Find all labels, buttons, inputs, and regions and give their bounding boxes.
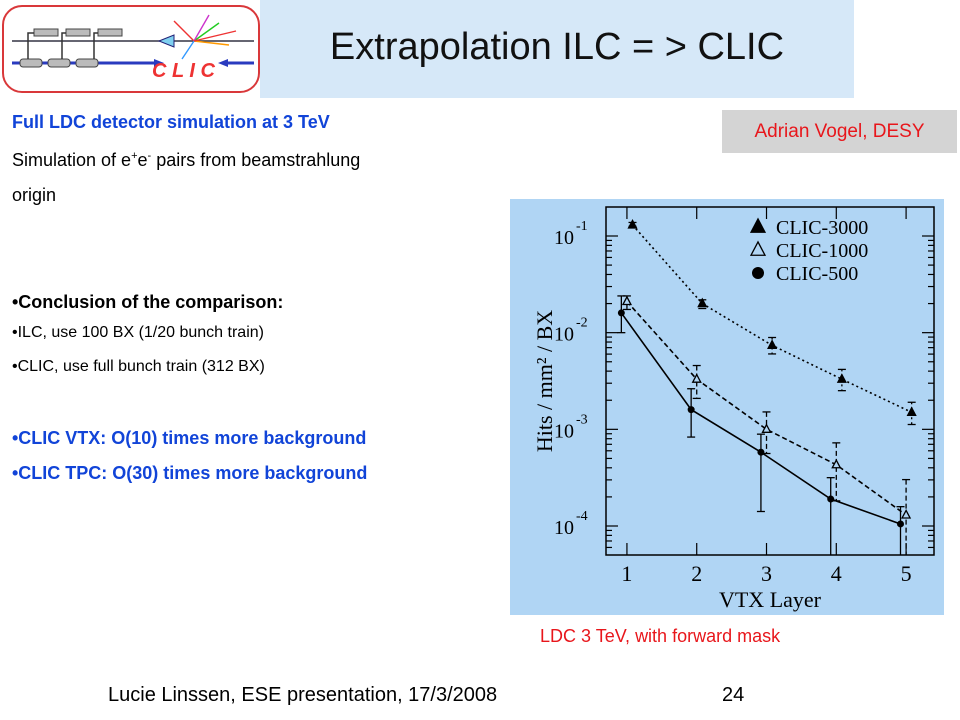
- series-line-clic-3000: [631, 224, 913, 414]
- footer-text: Lucie Linssen, ESE presentation, 17/3/20…: [108, 684, 498, 706]
- data-point-clic-3000: [836, 373, 847, 383]
- data-point-clic-1000: [901, 508, 912, 519]
- y-tick-label-base: 10: [554, 420, 574, 442]
- description-part-1: Simulation of e: [12, 150, 132, 170]
- x-tick-label: 2: [691, 561, 702, 586]
- data-point-clic-500: [827, 495, 835, 503]
- plot-frame: [605, 206, 935, 556]
- data-point-clic-1000: [691, 373, 702, 383]
- bullet-ilc: •ILC, use 100 BX (1/20 bunch train): [12, 324, 264, 341]
- clic-logo-text: C L I C: [152, 60, 216, 82]
- series-line-clic-1000: [626, 300, 907, 516]
- bullet-vtx: •CLIC VTX: O(10) times more background: [12, 428, 367, 448]
- data-point-clic-500: [687, 406, 695, 414]
- chart-panel: 10 -1 10 -2 10 -3 10 -4 1 2 3 4 5 VTX Layer Hits / mm²…: [510, 199, 944, 615]
- y-tick-label-base: 10: [554, 227, 574, 249]
- x-axis-label: VTX Layer: [719, 587, 822, 612]
- page-number: 24: [722, 684, 745, 706]
- data-point-clic-500: [757, 448, 765, 456]
- subtitle-line: Full LDC detector simulation at 3 TeV: [12, 112, 330, 132]
- legend-label-clic-500: CLIC-500: [776, 263, 858, 285]
- y-tick-label-exponent: -1: [576, 219, 588, 234]
- legend-label-clic-3000: CLIC-3000: [776, 217, 868, 239]
- description-line-2: origin: [12, 185, 57, 205]
- x-tick-label: 5: [901, 561, 912, 586]
- clic-logo: C L I C: [2, 5, 260, 93]
- y-tick-label-base: 10: [554, 324, 574, 346]
- positron-superscript: +: [131, 150, 138, 162]
- title-banner: Extrapolation ILC = > CLIC: [260, 0, 854, 98]
- legend-marker-clic-1000: [749, 240, 767, 256]
- y-axis-label: Hits / mm² / BX: [532, 310, 557, 452]
- slide-title: Extrapolation ILC = > CLIC: [329, 26, 785, 68]
- author-badge: Adrian Vogel, DESY: [722, 110, 957, 153]
- data-point-clic-1000: [831, 458, 842, 469]
- x-tick-label: 4: [831, 561, 842, 586]
- legend-label-clic-1000: CLIC-1000: [776, 240, 868, 262]
- legend-marker-clic-3000: [749, 217, 767, 233]
- description-line: Simulation of e+e- pairs from beamstrahl…: [12, 150, 360, 171]
- chart-caption: LDC 3 TeV, with forward mask: [540, 626, 781, 646]
- description-part-2: e: [137, 150, 148, 170]
- description-part-3: pairs from beamstrahlung: [151, 150, 361, 170]
- bullet-clic: •CLIC, use full bunch train (312 BX): [12, 358, 265, 375]
- legend-marker-clic-500: [752, 267, 764, 279]
- data-point-clic-1000: [761, 423, 772, 433]
- data-point-clic-3000: [627, 218, 638, 229]
- y-tick-label-exponent: -4: [576, 509, 588, 524]
- data-point-clic-500: [617, 309, 625, 317]
- y-tick-label-exponent: -2: [576, 316, 588, 331]
- y-tick-label-exponent: -3: [576, 412, 588, 427]
- data-point-clic-3000: [906, 406, 917, 416]
- y-tick-label-base: 10: [554, 517, 574, 539]
- data-point-clic-1000: [621, 295, 633, 306]
- x-tick-label: 1: [621, 561, 632, 586]
- bullet-tpc: •CLIC TPC: O(30) times more background: [12, 463, 368, 483]
- electron-superscript: -: [147, 150, 152, 162]
- clic-logo-graphic: C L I C: [12, 14, 254, 82]
- data-point-clic-3000: [767, 339, 778, 349]
- conclusion-heading: •Conclusion of the comparison:: [12, 292, 284, 312]
- data-point-clic-3000: [697, 297, 708, 308]
- x-tick-label: 3: [761, 561, 772, 586]
- data-point-clic-500: [897, 520, 905, 528]
